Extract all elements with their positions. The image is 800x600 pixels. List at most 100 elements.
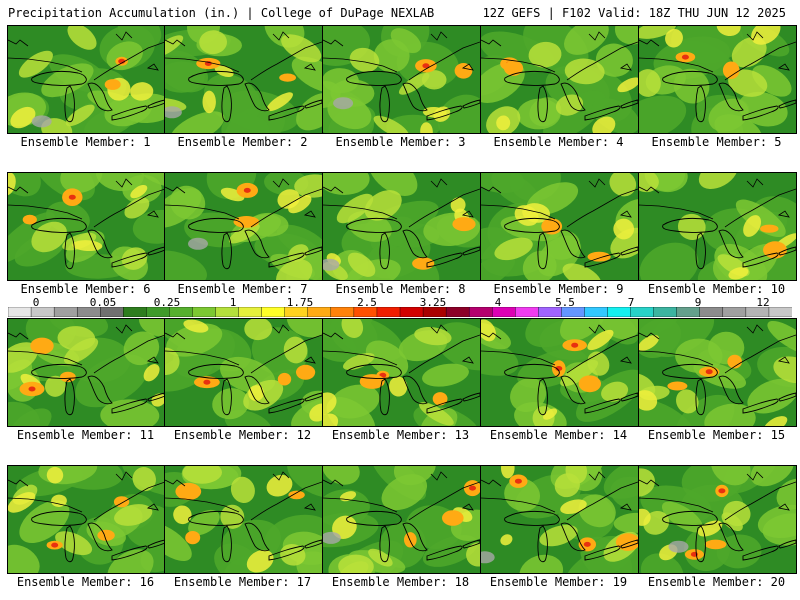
lake-outline bbox=[662, 70, 718, 86]
ensemble-member-label: Ensemble Member: 6 bbox=[20, 282, 151, 296]
colorbar-segment bbox=[607, 307, 632, 317]
colorbar-segment bbox=[445, 307, 470, 317]
border-line bbox=[323, 188, 480, 228]
colorbar-tick-label: 2.5 bbox=[357, 296, 377, 309]
colorbar-segment bbox=[76, 307, 101, 317]
lake-outline bbox=[379, 232, 390, 270]
lake-outline bbox=[620, 99, 638, 109]
lake-outline bbox=[584, 252, 621, 268]
lake-outline bbox=[778, 99, 796, 109]
precip-map bbox=[165, 319, 322, 426]
colorbar-tick-label: 0.25 bbox=[153, 296, 181, 309]
lake-outline bbox=[778, 539, 796, 549]
ensemble-map-panel[interactable] bbox=[322, 172, 481, 281]
lake-outline bbox=[111, 398, 148, 414]
lake-outline bbox=[504, 363, 560, 379]
precip-map bbox=[639, 319, 796, 426]
precip-map bbox=[481, 26, 638, 133]
ensemble-map-panel[interactable] bbox=[638, 172, 797, 281]
border-line bbox=[165, 334, 322, 374]
coastline bbox=[165, 178, 316, 218]
ensemble-member-label: Ensemble Member: 11 bbox=[16, 428, 155, 442]
colorbar-segment bbox=[215, 307, 240, 317]
lake-outline bbox=[742, 545, 779, 561]
ensemble-map-panel[interactable] bbox=[638, 25, 797, 134]
colorbar-tick-label: 4 bbox=[494, 296, 502, 309]
ensemble-map-panel[interactable] bbox=[164, 172, 323, 281]
colorbar-segment bbox=[584, 307, 609, 317]
border-line bbox=[323, 41, 480, 81]
ensemble-map-panel[interactable] bbox=[638, 318, 797, 427]
border-line bbox=[481, 188, 638, 228]
colorbar-tick-label: 1.75 bbox=[286, 296, 314, 309]
lake-outline bbox=[346, 217, 402, 233]
lake-outline bbox=[147, 99, 165, 109]
lake-outline bbox=[268, 105, 305, 121]
lake-outline bbox=[147, 392, 165, 402]
ensemble-map-panel[interactable] bbox=[7, 172, 166, 281]
lake-outline bbox=[87, 522, 113, 552]
coastline bbox=[8, 324, 159, 364]
ensemble-map-panel[interactable] bbox=[638, 465, 797, 574]
lake-outline bbox=[64, 232, 75, 270]
ensemble-map-panel[interactable] bbox=[480, 172, 639, 281]
ensemble-map-panel[interactable] bbox=[164, 318, 323, 427]
ensemble-member-label: Ensemble Member: 7 bbox=[177, 282, 308, 296]
colorbar-segment bbox=[768, 307, 792, 317]
precip-map bbox=[323, 26, 480, 133]
lake-outline bbox=[695, 232, 706, 270]
coastline bbox=[8, 471, 159, 511]
colorbar-tick-label: 9 bbox=[694, 296, 702, 309]
ensemble-map-panel[interactable] bbox=[322, 318, 481, 427]
lake-outline bbox=[560, 82, 586, 112]
precip-map bbox=[8, 319, 165, 426]
lake-outline bbox=[560, 375, 586, 405]
ensemble-map-panel[interactable] bbox=[480, 318, 639, 427]
lake-outline bbox=[695, 378, 706, 416]
colorbar-segment bbox=[745, 307, 770, 317]
colorbar-segment bbox=[468, 307, 493, 317]
border-line bbox=[165, 188, 322, 228]
lake-outline bbox=[778, 246, 796, 256]
ensemble-map-panel[interactable] bbox=[480, 25, 639, 134]
colorbar-segment bbox=[53, 307, 78, 317]
ensemble-map-panel[interactable] bbox=[7, 25, 166, 134]
colorbar-segment bbox=[238, 307, 263, 317]
lake-outline bbox=[662, 217, 718, 233]
ensemble-map-panel[interactable] bbox=[322, 465, 481, 574]
lake-outline bbox=[64, 525, 75, 563]
lake-outline bbox=[620, 246, 638, 256]
lake-outline bbox=[304, 246, 322, 256]
colorbar-segment bbox=[353, 307, 378, 317]
ensemble-map-panel[interactable] bbox=[322, 25, 481, 134]
lake-outline bbox=[221, 232, 232, 270]
colorbar-segment bbox=[192, 307, 217, 317]
colorbar-segment bbox=[399, 307, 424, 317]
lake-outline bbox=[64, 378, 75, 416]
lake-outline bbox=[537, 378, 548, 416]
lake-outline bbox=[379, 378, 390, 416]
ensemble-map-panel[interactable] bbox=[164, 465, 323, 574]
ensemble-map-panel[interactable] bbox=[480, 465, 639, 574]
lake-outline bbox=[402, 229, 428, 259]
lake-outline bbox=[244, 229, 270, 259]
precip-map bbox=[481, 466, 638, 573]
ensemble-member-label: Ensemble Member: 20 bbox=[647, 575, 786, 589]
precip-map bbox=[639, 466, 796, 573]
coastline bbox=[639, 471, 790, 511]
precip-map bbox=[165, 26, 322, 133]
colorbar-tick-label: 3.25 bbox=[419, 296, 447, 309]
ensemble-member-label: Ensemble Member: 13 bbox=[331, 428, 470, 442]
lake-outline bbox=[718, 82, 744, 112]
lake-outline bbox=[31, 70, 87, 86]
colorbar-segment bbox=[561, 307, 585, 317]
colorbar-segment bbox=[653, 307, 678, 317]
colorbar-segment bbox=[169, 307, 193, 317]
ensemble-map-panel[interactable] bbox=[164, 25, 323, 134]
lake-outline bbox=[584, 398, 621, 414]
border-line bbox=[481, 41, 638, 81]
ensemble-member-label: Ensemble Member: 8 bbox=[335, 282, 466, 296]
ensemble-map-panel[interactable] bbox=[7, 318, 166, 427]
colorbar-segment bbox=[146, 307, 170, 317]
ensemble-map-panel[interactable] bbox=[7, 465, 166, 574]
